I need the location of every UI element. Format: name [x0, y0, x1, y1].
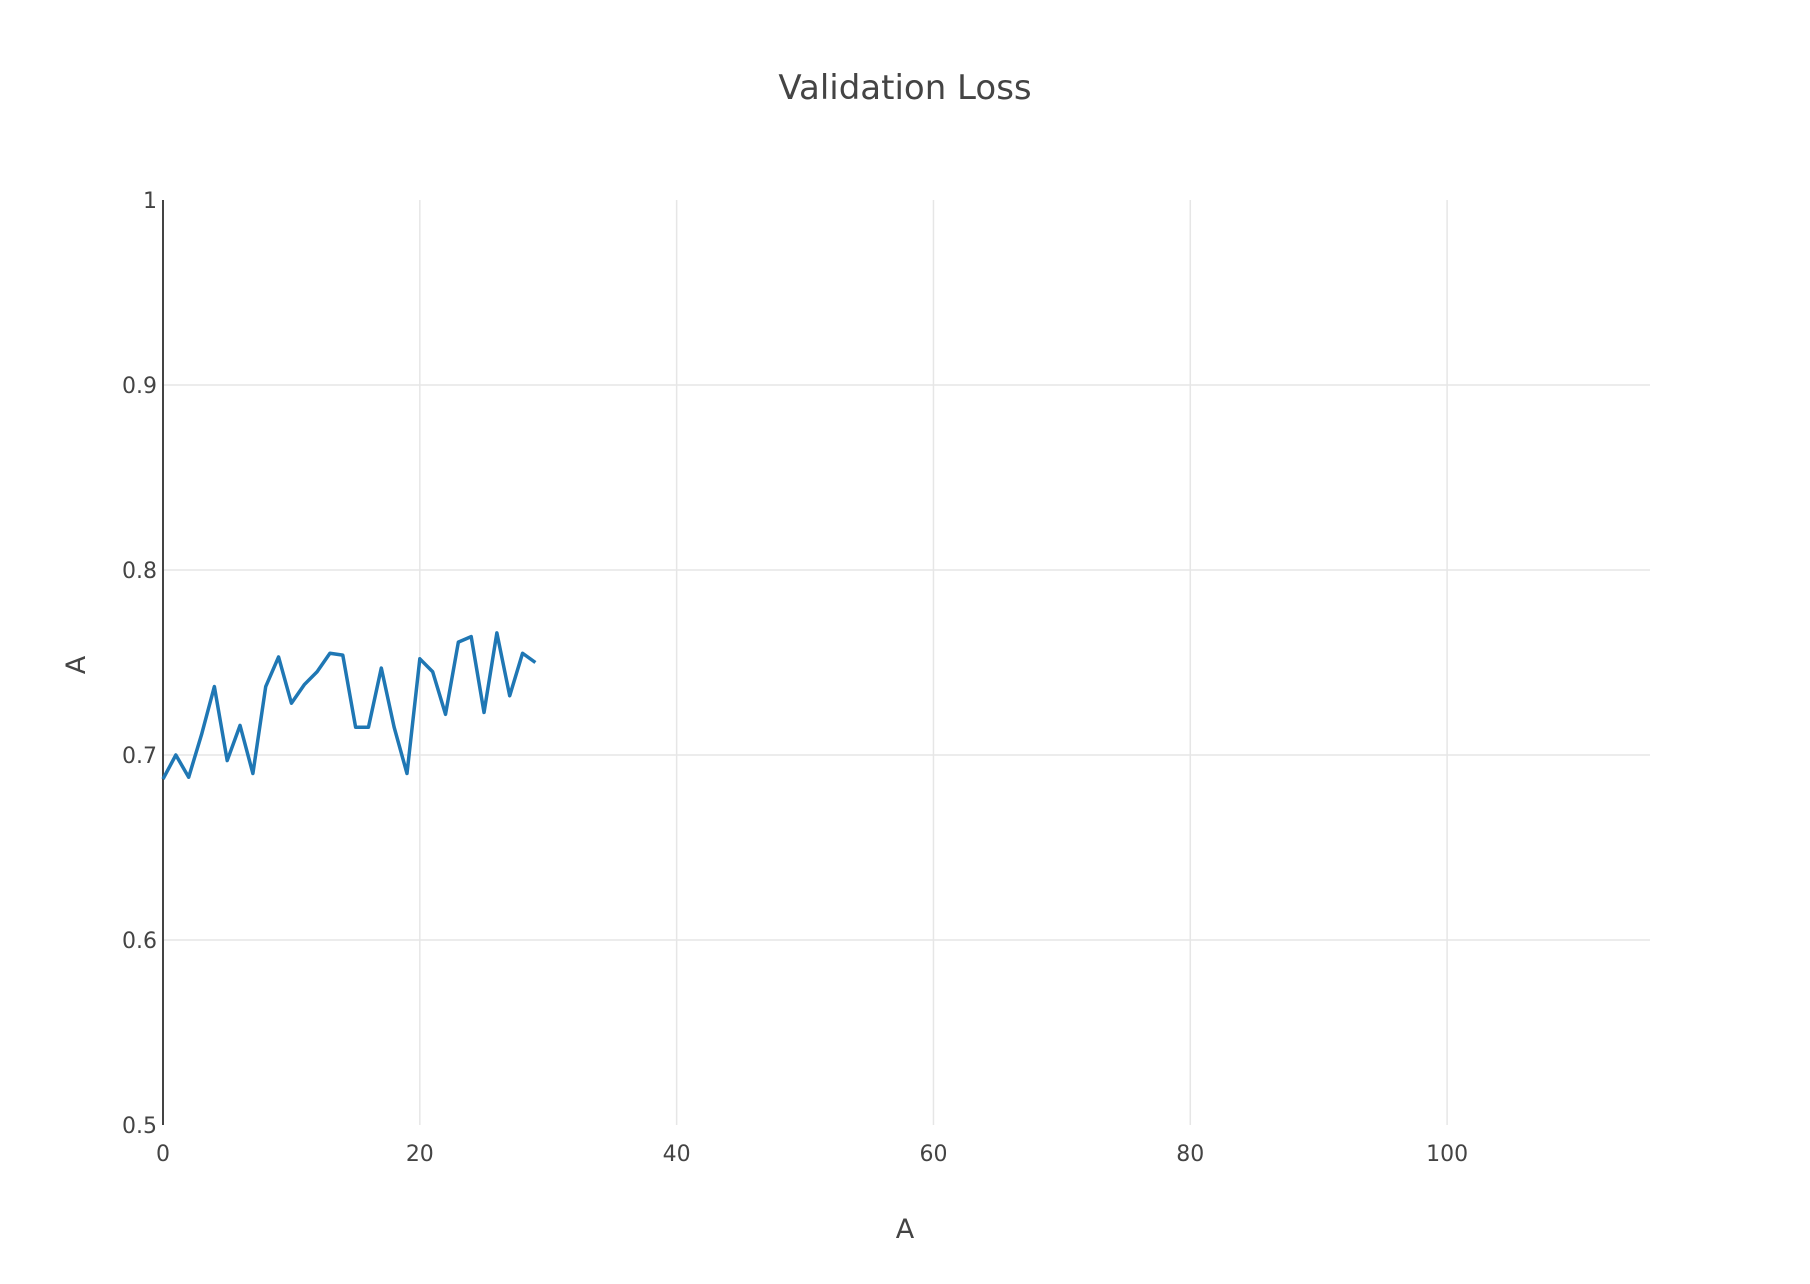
y-tick-label: 0.9	[122, 374, 157, 399]
x-tick-label: 20	[406, 1142, 434, 1167]
series-layer	[161, 631, 537, 780]
y-tick-label: 0.5	[122, 1114, 157, 1139]
x-tick-label: 60	[919, 1142, 947, 1167]
chart-title: Validation Loss	[778, 68, 1031, 108]
x-tick-label: 0	[156, 1142, 170, 1167]
tick-layer: 0 20 40 60 80 100 0.5 0.6 0.7 0.8 0.9 1	[122, 189, 1468, 1167]
grid-layer	[163, 200, 1650, 1125]
y-axis-title: A	[61, 655, 92, 674]
x-tick-label: 100	[1426, 1142, 1468, 1167]
x-tick-label: 80	[1176, 1142, 1204, 1167]
y-tick-label: 0.8	[122, 559, 157, 584]
x-axis-title: A	[896, 1214, 915, 1245]
y-tick-label: 1	[143, 189, 157, 214]
series-line	[161, 631, 537, 780]
y-tick-label: 0.7	[122, 744, 157, 769]
x-tick-label: 40	[663, 1142, 691, 1167]
y-tick-label: 0.6	[122, 929, 157, 954]
